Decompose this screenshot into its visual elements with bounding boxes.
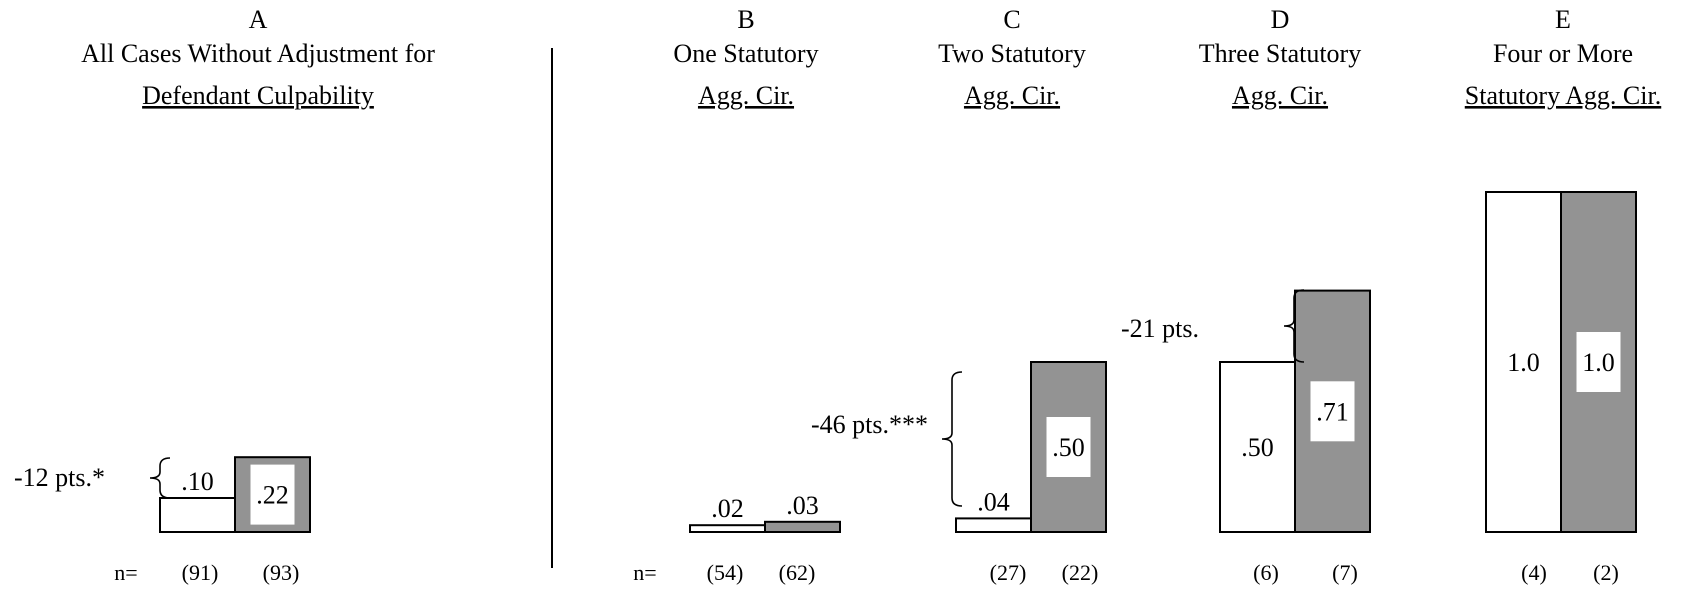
n-prefix: n=: [633, 560, 656, 585]
panel-letter: E: [1555, 5, 1571, 34]
bar-second: [1560, 191, 1637, 533]
panel-letter: A: [249, 5, 268, 34]
panel-title-line: One Statutory: [673, 39, 818, 68]
value-label: 1.0: [1582, 348, 1615, 377]
panel-title-line: Agg. Cir.: [698, 81, 794, 110]
difference-label: -46 pts.***: [811, 410, 928, 439]
value-label: .71: [1316, 397, 1349, 426]
panel-title-line: Four or More: [1493, 39, 1633, 68]
value-label: .22: [256, 481, 289, 510]
value-label: .03: [786, 491, 819, 520]
n-label: (22): [1062, 560, 1099, 585]
value-label: .02: [711, 494, 744, 523]
value-label: .10: [181, 467, 214, 496]
panel-title-line: All Cases Without Adjustment for: [81, 39, 435, 68]
value-label-box: [250, 464, 295, 525]
panel-title-line: Agg. Cir.: [1232, 81, 1328, 110]
bar-second: [764, 520, 841, 533]
bar-first: [1485, 191, 1562, 533]
difference-label: -21 pts.: [1121, 314, 1199, 343]
value-label-box: [1046, 417, 1091, 477]
n-label: (93): [263, 560, 300, 585]
n-label: (91): [182, 560, 219, 585]
value-label: .50: [1241, 433, 1274, 462]
n-prefix: n=: [114, 560, 137, 585]
panel-letter: C: [1003, 5, 1020, 34]
panel-letter: D: [1271, 5, 1290, 34]
panel-title-line: Three Statutory: [1199, 39, 1361, 68]
n-label: (6): [1253, 560, 1279, 585]
value-label-box: [1576, 332, 1621, 392]
value-label: .04: [977, 487, 1010, 516]
n-label: (62): [779, 560, 816, 585]
n-label: (54): [707, 560, 744, 585]
n-label: (4): [1521, 560, 1547, 585]
bar-first: [689, 524, 766, 534]
n-label: (7): [1332, 560, 1358, 585]
panel-letter: B: [737, 5, 754, 34]
panel-title-line: Statutory Agg. Cir.: [1465, 81, 1661, 110]
value-label: 1.0: [1507, 348, 1540, 377]
panel-title-line: Defendant Culpability: [142, 81, 374, 110]
n-label: (27): [990, 560, 1027, 585]
bar-first: [159, 497, 236, 533]
difference-brace: [149, 457, 171, 499]
bar-first: [955, 517, 1032, 534]
panel-title-line: Two Statutory: [938, 39, 1086, 68]
difference-brace: [941, 371, 963, 507]
difference-label: -12 pts.*: [14, 463, 105, 492]
difference-brace: [1283, 289, 1305, 363]
panel-title-line: Agg. Cir.: [964, 81, 1060, 110]
value-label: .50: [1052, 433, 1085, 462]
bar-first: [1219, 361, 1296, 533]
value-label-box: [1310, 381, 1355, 442]
n-label: (2): [1593, 560, 1619, 585]
